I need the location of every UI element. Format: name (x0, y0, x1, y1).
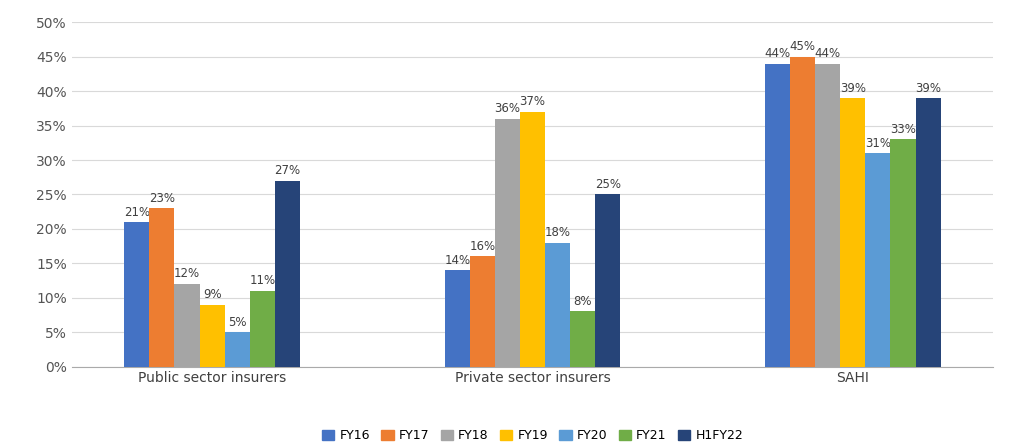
Bar (274, 181, 300, 367)
Bar (915, 98, 941, 367)
Bar (891, 139, 915, 367)
Bar (250, 291, 274, 367)
Text: 9%: 9% (203, 288, 221, 301)
Text: 11%: 11% (249, 274, 275, 287)
Bar (520, 112, 545, 367)
Text: 27%: 27% (274, 164, 300, 177)
Text: 8%: 8% (573, 295, 592, 308)
Text: 37%: 37% (519, 95, 546, 109)
Bar (765, 63, 791, 367)
Text: 39%: 39% (915, 82, 941, 95)
Text: 44%: 44% (765, 47, 791, 60)
Bar (815, 63, 841, 367)
Text: 14%: 14% (444, 254, 470, 267)
Bar (545, 243, 570, 367)
Bar (865, 153, 891, 367)
Bar (595, 194, 621, 367)
Text: 5%: 5% (228, 316, 247, 329)
Text: 36%: 36% (495, 102, 520, 115)
Text: 18%: 18% (545, 226, 570, 239)
Bar (150, 208, 174, 367)
Bar (495, 119, 520, 367)
Bar (841, 98, 865, 367)
Bar (470, 257, 495, 367)
Text: 25%: 25% (595, 178, 621, 191)
Bar (124, 222, 150, 367)
Text: 39%: 39% (840, 82, 866, 95)
Text: 33%: 33% (890, 123, 915, 136)
Text: 23%: 23% (148, 192, 175, 205)
Text: 16%: 16% (469, 240, 496, 253)
Text: 31%: 31% (865, 137, 891, 150)
Text: 44%: 44% (815, 47, 841, 60)
Legend: FY16, FY17, FY18, FY19, FY20, FY21, H1FY22: FY16, FY17, FY18, FY19, FY20, FY21, H1FY… (316, 424, 749, 447)
Bar (200, 304, 224, 367)
Bar (570, 312, 595, 367)
Text: 21%: 21% (124, 206, 150, 219)
Text: 45%: 45% (790, 40, 816, 53)
Bar (791, 57, 815, 367)
Bar (444, 270, 470, 367)
Text: 12%: 12% (174, 267, 200, 281)
Bar (224, 332, 250, 367)
Bar (174, 284, 200, 367)
